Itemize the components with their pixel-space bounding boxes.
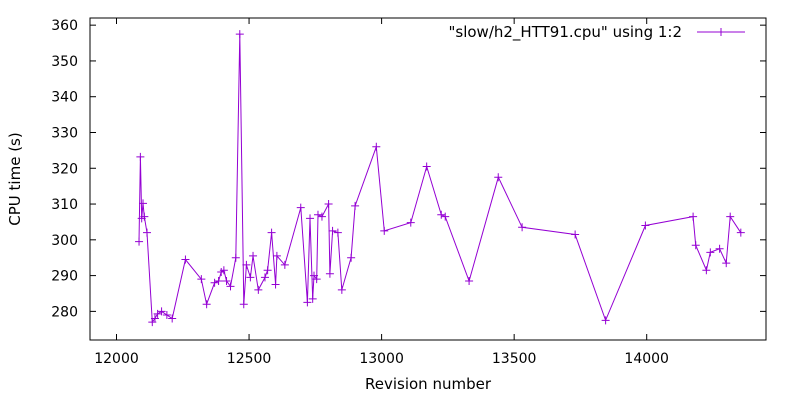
data-point — [702, 266, 711, 275]
data-point — [271, 280, 280, 289]
data-point — [219, 266, 228, 275]
y-tick-label: 350 — [51, 54, 78, 70]
data-point — [239, 300, 248, 309]
data-point — [181, 255, 190, 264]
data-point — [150, 314, 159, 323]
data-point — [347, 253, 356, 262]
data-point — [337, 285, 346, 294]
y-tick-label: 290 — [51, 269, 78, 285]
y-tick-label: 360 — [51, 18, 78, 34]
data-point — [422, 162, 431, 171]
data-point — [210, 278, 219, 287]
data-point — [142, 228, 151, 237]
data-point — [280, 260, 289, 269]
data-point — [601, 316, 610, 325]
data-point — [242, 260, 251, 269]
data-point — [518, 223, 527, 232]
data-point — [715, 244, 724, 253]
data-point — [641, 221, 650, 230]
y-axis-label: CPU time (s) — [6, 132, 24, 225]
x-tick-label: 13500 — [492, 351, 537, 367]
legend-marker — [717, 28, 725, 36]
data-point — [222, 276, 231, 285]
data-point — [267, 228, 276, 237]
data-point — [494, 173, 503, 182]
data-point — [736, 228, 745, 237]
data-point — [571, 230, 580, 239]
data-point — [197, 275, 206, 284]
data-point — [325, 269, 334, 278]
data-point — [254, 285, 263, 294]
data-point — [328, 226, 337, 235]
data-point — [406, 218, 415, 227]
data-point — [162, 310, 171, 319]
data-point — [706, 248, 715, 257]
data-point — [263, 266, 272, 275]
data-point — [249, 251, 258, 260]
y-tick-label: 280 — [51, 304, 78, 320]
data-point — [317, 212, 326, 221]
data-point — [139, 199, 148, 208]
y-tick-label: 310 — [51, 197, 78, 213]
x-tick-label: 12000 — [94, 351, 139, 367]
data-point — [157, 307, 166, 316]
y-tick-label: 330 — [51, 125, 78, 141]
data-point — [380, 226, 389, 235]
data-point — [214, 276, 223, 285]
data-point — [333, 228, 342, 237]
series-layer — [135, 30, 745, 327]
data-point — [689, 212, 698, 221]
data-point — [226, 282, 235, 291]
y-tick-label: 300 — [51, 233, 78, 249]
x-tick-label: 14000 — [624, 351, 669, 367]
data-point — [296, 203, 305, 212]
legend: "slow/h2_HTT91.cpu" using 1:2 — [449, 23, 745, 42]
legend-label: "slow/h2_HTT91.cpu" using 1:2 — [449, 23, 683, 42]
data-point — [372, 142, 381, 151]
series-line — [138, 34, 742, 324]
data-point — [312, 275, 321, 284]
data-point — [272, 251, 281, 260]
data-point — [140, 212, 149, 221]
data-point — [135, 237, 144, 246]
data-point — [306, 214, 315, 223]
data-point — [441, 212, 450, 221]
data-point — [437, 210, 446, 219]
data-point — [202, 300, 211, 309]
data-point — [136, 152, 145, 161]
x-tick-label: 13000 — [359, 351, 404, 367]
data-point — [246, 273, 255, 282]
data-point — [313, 210, 322, 219]
data-point — [168, 314, 177, 323]
data-point — [722, 259, 731, 268]
data-point — [308, 294, 317, 303]
data-point — [691, 241, 700, 250]
axes: 12000 12500 13000 13500 14000 280 290 300 310 320… — [51, 17, 767, 367]
data-point — [231, 253, 240, 262]
data-point — [726, 212, 735, 221]
y-tick-label: 320 — [51, 161, 78, 177]
x-axis-label: Revision number — [365, 375, 492, 393]
data-point — [303, 298, 312, 307]
y-tick-label: 340 — [51, 90, 78, 106]
data-point — [465, 276, 474, 285]
data-point — [351, 201, 360, 210]
data-point — [260, 273, 269, 282]
x-tick-label: 12500 — [227, 351, 272, 367]
data-point — [324, 200, 333, 209]
plot-border — [89, 17, 767, 341]
data-point — [235, 30, 244, 39]
